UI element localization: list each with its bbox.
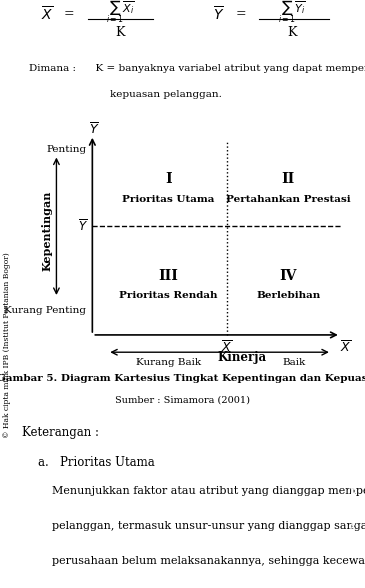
Text: $\overline{Y}$: $\overline{Y}$ xyxy=(213,5,225,24)
Text: Bogor Agricultu: Bogor Agricultu xyxy=(350,462,358,538)
Text: Dimana :      K = banyaknya variabel atribut yang dapat mempengaruhi: Dimana : K = banyaknya variabel atribut … xyxy=(29,64,365,73)
Text: $\overline{X}$: $\overline{X}$ xyxy=(339,339,351,355)
Text: III: III xyxy=(159,269,178,283)
Text: a.   Prioritas Utama: a. Prioritas Utama xyxy=(38,456,155,469)
Text: Berlebihan: Berlebihan xyxy=(256,291,320,300)
Text: perusahaan belum melaksanakannya, sehingga kecewa atau tidak puas: perusahaan belum melaksanakannya, sehing… xyxy=(52,556,365,566)
Text: $\sum_{i=1}^{n}\overline{Y_i}$: $\sum_{i=1}^{n}\overline{Y_i}$ xyxy=(278,0,306,25)
Text: Gambar 5. Diagram Kartesius Tingkat Kepentingan dan Kepuas: Gambar 5. Diagram Kartesius Tingkat Kepe… xyxy=(0,374,365,383)
Text: $\overline{X}$: $\overline{X}$ xyxy=(221,339,233,355)
Text: Baik: Baik xyxy=(283,358,306,366)
Text: K: K xyxy=(116,26,125,39)
Text: Menunjukkan faktor atau atribut yang dianggap mempengaruhi k: Menunjukkan faktor atau atribut yang dia… xyxy=(52,486,365,496)
Text: kepuasan pelanggan.: kepuasan pelanggan. xyxy=(110,89,222,99)
Text: =: = xyxy=(64,8,75,21)
Text: Pertahankan Prestasi: Pertahankan Prestasi xyxy=(226,195,351,203)
Text: $\overline{X}$: $\overline{X}$ xyxy=(41,5,54,24)
Text: Kurang Baik: Kurang Baik xyxy=(136,358,201,366)
Text: Sumber : Simamora (2001): Sumber : Simamora (2001) xyxy=(115,395,250,405)
Text: IV: IV xyxy=(280,269,297,283)
Text: pelanggan, termasuk unsur-unsur yang dianggap sangat penting,: pelanggan, termasuk unsur-unsur yang dia… xyxy=(52,521,365,531)
Text: K: K xyxy=(287,26,297,39)
Text: I: I xyxy=(165,172,172,186)
Text: Kinerja: Kinerja xyxy=(218,350,266,363)
Text: $\sum_{i=1}^{n}\overline{X_i}$: $\sum_{i=1}^{n}\overline{X_i}$ xyxy=(106,0,135,25)
Text: Keterangan :: Keterangan : xyxy=(22,426,99,439)
Text: © Hak cipta milik IPB (Institut Pertanian Bogor): © Hak cipta milik IPB (Institut Pertania… xyxy=(3,253,11,438)
Text: $\overline{Y}$: $\overline{Y}$ xyxy=(89,122,99,138)
Text: Penting: Penting xyxy=(46,145,87,154)
Text: Kurang Penting: Kurang Penting xyxy=(4,306,87,315)
Text: II: II xyxy=(282,172,295,186)
Text: Prioritas Utama: Prioritas Utama xyxy=(123,195,215,203)
Text: $\overline{Y}$: $\overline{Y}$ xyxy=(78,219,88,234)
Text: =: = xyxy=(235,8,246,21)
Text: Kepentingan: Kepentingan xyxy=(42,191,53,272)
Text: Prioritas Rendah: Prioritas Rendah xyxy=(119,291,218,300)
